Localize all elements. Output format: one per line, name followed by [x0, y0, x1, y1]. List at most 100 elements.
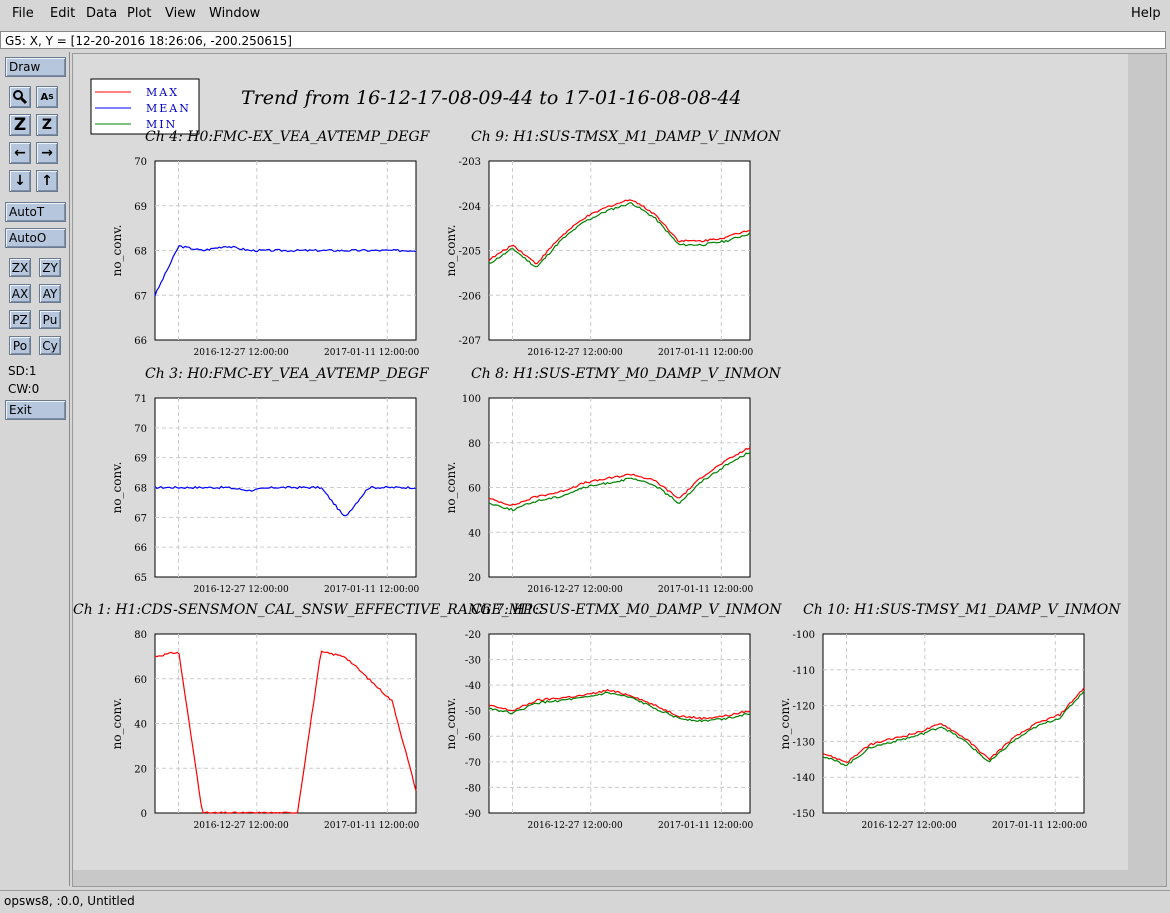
- menu-edit[interactable]: Edit: [50, 6, 76, 21]
- menu-window[interactable]: Window: [209, 6, 261, 21]
- panel-frame: [488, 633, 751, 814]
- y-tick-label: 67: [134, 513, 147, 524]
- y-tick-label: -50: [465, 707, 481, 718]
- x-tick-label: 2016-12-27 12:00:00: [194, 348, 289, 358]
- y-axis-label: no_conv.: [110, 462, 124, 514]
- y-tick-label: 69: [134, 454, 147, 465]
- y-tick-label: 70: [134, 424, 147, 435]
- ax-button[interactable]: AX: [9, 284, 31, 303]
- menu-plot[interactable]: Plot: [127, 6, 152, 21]
- y-tick-label: 66: [134, 336, 147, 347]
- y-tick-label: -140: [793, 773, 815, 784]
- exit-button[interactable]: Exit: [5, 400, 66, 420]
- y-axis-label: no_conv.: [444, 698, 458, 750]
- panel-title: Ch 3: H0:FMC-EY_VEA_AVTEMP_DEGF: [145, 366, 430, 382]
- up-arrow-icon[interactable]: ↑: [36, 170, 58, 192]
- panel-ch1[interactable]: Ch 4: H0:FMC-EX_VEA_AVTEMP_DEGF 70 69 68 67 6…: [110, 129, 431, 358]
- panel-title: Ch 8: H1:SUS-ETMY_M0_DAMP_V_INMON: [471, 366, 781, 382]
- panel-ch7[interactable]: Ch 10: H1:SUS-TMSY_M1_DAMP_V_INMON -100 -1…: [778, 602, 1121, 831]
- x-tick-label: 2017-01-11 12:00:00: [658, 585, 753, 595]
- y-tick-label: -30: [465, 656, 481, 667]
- po-button[interactable]: Po: [9, 336, 31, 355]
- y-tick-label: -110: [793, 666, 815, 677]
- zy-button[interactable]: ZY: [39, 258, 61, 277]
- x-tick-label: 2016-12-27 12:00:00: [862, 821, 957, 831]
- cursor-readout: G5: X, Y = [12-20-2016 18:26:06, -200.25…: [0, 31, 1166, 49]
- y-tick-label: 40: [468, 528, 481, 539]
- legend-label-max: MAX: [146, 86, 179, 99]
- x-tick-label: 2017-01-11 12:00:00: [324, 348, 419, 358]
- series-line-min: [489, 202, 751, 268]
- y-axis-label: no_conv.: [110, 698, 124, 750]
- y-tick-label: 69: [134, 202, 147, 213]
- menubar: File Edit Data Plot View Window Help: [0, 0, 1170, 30]
- legend-box: [90, 78, 200, 135]
- y-tick-label: 80: [468, 439, 481, 450]
- panel-frame: [488, 397, 751, 578]
- menu-view[interactable]: View: [165, 6, 196, 21]
- x-tick-label: 2016-12-27 12:00:00: [528, 821, 623, 831]
- y-tick-label: 65: [134, 573, 147, 584]
- cy-button[interactable]: Cy: [39, 336, 61, 355]
- y-tick-label: -100: [793, 630, 815, 641]
- panel-title: Ch 4: H0:FMC-EX_VEA_AVTEMP_DEGF: [145, 129, 431, 145]
- series-line-mean: [154, 245, 417, 297]
- y-tick-label: -70: [465, 758, 481, 769]
- zoom-in-icon[interactable]: Z: [9, 114, 31, 136]
- panel-ch3[interactable]: Ch 3: H0:FMC-EY_VEA_AVTEMP_DEGF 71 70 69 68 6…: [110, 366, 430, 595]
- plot-canvas[interactable]: MAX MEAN MIN Trend from 16-12-17-08-09-44 …: [72, 53, 1167, 887]
- series-line-min: [488, 691, 751, 723]
- panel-ch4[interactable]: Ch 8: H1:SUS-ETMY_M0_DAMP_V_INMON 100 80 60…: [444, 366, 781, 595]
- x-tick-label: 2017-01-11 12:00:00: [324, 821, 419, 831]
- autot-button[interactable]: AutoT: [5, 202, 66, 222]
- y-axis-label: no_conv.: [110, 225, 124, 277]
- down-arrow-icon[interactable]: ↓: [9, 170, 31, 192]
- series-line-max: [488, 688, 751, 721]
- y-tick-label: -207: [459, 336, 481, 347]
- zoom-tool-icon[interactable]: [9, 86, 31, 108]
- y-tick-label: -150: [793, 809, 815, 820]
- x-tick-label: 2017-01-11 12:00:00: [992, 821, 1087, 831]
- legend-label-min: MIN: [146, 118, 177, 131]
- y-tick-label: 60: [468, 484, 481, 495]
- autoo-button[interactable]: AutoO: [5, 228, 66, 248]
- zoom-out-icon[interactable]: Z: [36, 114, 58, 136]
- panel-title: Ch 1: H1:CDS-SENSMON_CAL_SNSW_EFFECTIVE_…: [73, 602, 543, 618]
- legend-label-mean: MEAN: [146, 102, 191, 115]
- y-tick-label: 40: [134, 720, 147, 731]
- menu-help[interactable]: Help: [1131, 6, 1161, 21]
- draw-button[interactable]: Draw: [5, 57, 66, 77]
- y-tick-label: -203: [459, 157, 481, 168]
- panel-title: Ch 7: H1:SUS-ETMX_M0_DAMP_V_INMON: [471, 602, 782, 618]
- series-line-max: [488, 447, 751, 506]
- menu-file[interactable]: File: [12, 6, 34, 21]
- left-arrow-icon[interactable]: ←: [9, 142, 31, 164]
- y-tick-label: 20: [468, 573, 481, 584]
- y-tick-label: 68: [134, 247, 147, 258]
- sd-label: SD:1: [8, 364, 37, 378]
- x-tick-label: 2016-12-27 12:00:00: [194, 585, 289, 595]
- right-arrow-icon[interactable]: →: [36, 142, 58, 164]
- plot-area[interactable]: MAX MEAN MIN Trend from 16-12-17-08-09-44 …: [73, 54, 1166, 886]
- panel-ch6[interactable]: Ch 7: H1:SUS-ETMX_M0_DAMP_V_INMON -20 -30 -…: [444, 602, 782, 831]
- y-tick-label: 100: [462, 394, 481, 405]
- menu-data[interactable]: Data: [86, 6, 118, 21]
- panel-ch2[interactable]: Ch 9: H1:SUS-TMSX_M1_DAMP_V_INMON -203 -20…: [444, 129, 781, 358]
- y-axis-label: no_conv.: [778, 698, 792, 750]
- y-tick-label: -120: [793, 702, 815, 713]
- plot-title: Trend from 16-12-17-08-09-44 to 17-01-16…: [241, 87, 742, 109]
- panel-frame: [154, 633, 417, 814]
- cw-label: CW:0: [8, 382, 40, 396]
- x-tick-label: 2016-12-27 12:00:00: [194, 821, 289, 831]
- pz-button[interactable]: PZ: [9, 310, 31, 329]
- zx-button[interactable]: ZX: [9, 258, 31, 277]
- pu-button[interactable]: Pu: [39, 310, 61, 329]
- y-tick-label: 60: [134, 675, 147, 686]
- panel-ch5[interactable]: Ch 1: H1:CDS-SENSMON_CAL_SNSW_EFFECTIVE_…: [73, 602, 543, 831]
- panel-frame: [822, 633, 1085, 814]
- series-line-mean: [154, 485, 417, 517]
- ay-button[interactable]: AY: [39, 284, 61, 303]
- y-tick-label: -40: [465, 681, 481, 692]
